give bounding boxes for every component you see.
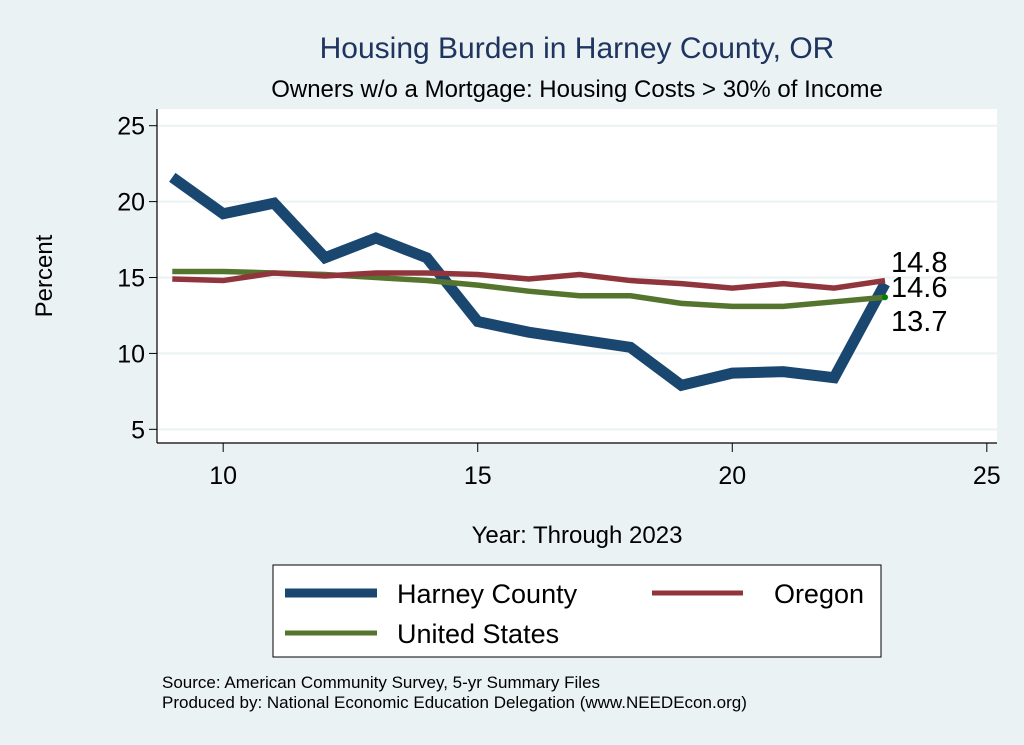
gridlines <box>157 124 997 431</box>
end-label-united-states: 13.7 <box>891 306 947 338</box>
y-tick-label: 20 <box>117 189 145 217</box>
x-tick-label: 10 <box>209 462 237 490</box>
x-tick-label: 15 <box>464 462 492 490</box>
y-tick-label: 25 <box>117 113 145 141</box>
series-lines <box>169 172 890 392</box>
series-line-oregon <box>172 270 886 291</box>
source-note: Source: American Community Survey, 5-yr … <box>162 673 600 692</box>
x-tick-label: 25 <box>973 462 1001 490</box>
legend-label-harney-county: Harney County <box>397 579 578 609</box>
x-axis-ticks: 10 15 20 25 <box>209 443 1001 490</box>
y-axis-title: Percent <box>31 234 58 317</box>
legend: Harney County Oregon United States <box>272 564 882 658</box>
legend-label-united-states: United States <box>397 619 559 649</box>
producer-note: Produced by: National Economic Education… <box>162 693 747 712</box>
y-tick-label: 5 <box>131 416 145 444</box>
series-line-harney-county <box>169 172 890 392</box>
y-tick-label: 15 <box>117 265 145 293</box>
x-tick-label: 20 <box>718 462 746 490</box>
y-axis-ticks: 5 10 15 20 25 <box>117 113 157 444</box>
end-label-oregon: 14.8 <box>891 247 947 279</box>
legend-box <box>272 564 882 658</box>
end-label-harney-county: 14.6 <box>891 272 947 304</box>
legend-label-oregon: Oregon <box>774 579 864 609</box>
x-axis-title: Year: Through 2023 <box>472 522 683 549</box>
axes <box>156 109 997 444</box>
chart-subtitle: Owners w/o a Mortgage: Housing Costs > 3… <box>271 76 883 103</box>
end-labels: 14.614.8 13.7 <box>891 247 947 338</box>
chart-title: Housing Burden in Harney County, OR <box>320 32 835 65</box>
y-tick-label: 10 <box>117 340 145 368</box>
endpoint-marker-united-states <box>882 294 888 301</box>
